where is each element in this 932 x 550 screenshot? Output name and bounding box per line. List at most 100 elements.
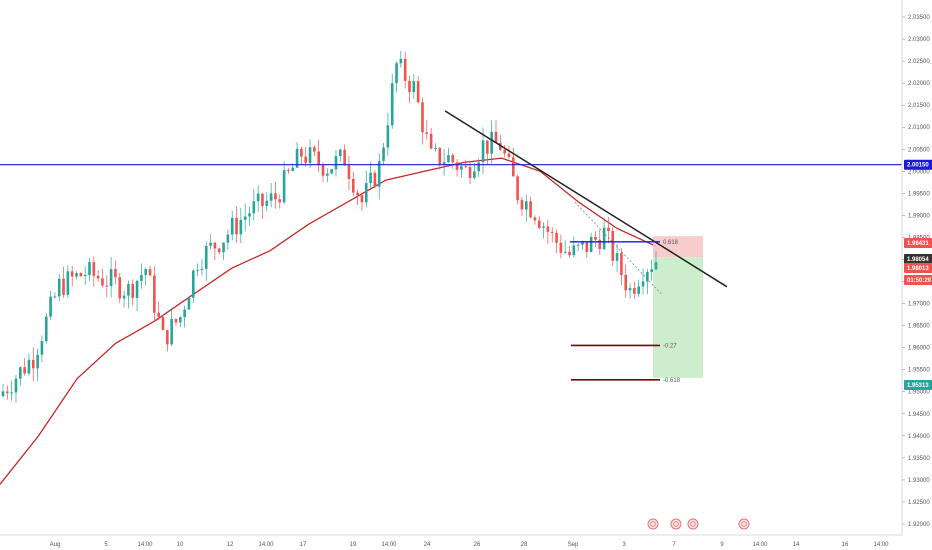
- candle-body: [109, 269, 113, 287]
- event-icons: [647, 518, 750, 530]
- candle-body: [537, 220, 541, 228]
- candle: [144, 267, 148, 286]
- candle-body: [287, 170, 290, 172]
- candle-body: [222, 242, 225, 253]
- candle: [607, 217, 610, 244]
- candle-body: [620, 253, 623, 275]
- candle: [157, 301, 160, 320]
- candle-body: [576, 244, 580, 246]
- candle-body: [209, 242, 212, 246]
- candle-body: [131, 284, 135, 298]
- candle-body: [589, 236, 593, 252]
- candle-body: [256, 193, 260, 202]
- candle-body: [347, 165, 351, 179]
- candle-body: [568, 251, 571, 256]
- candle: [79, 271, 83, 277]
- candle: [196, 263, 199, 277]
- price-tag: 01:50:29: [904, 275, 932, 285]
- candle: [326, 168, 329, 183]
- candle-body: [79, 273, 83, 277]
- candle-body: [330, 169, 333, 174]
- event-icon: [670, 518, 682, 530]
- candle-body: [57, 278, 61, 297]
- candle-body: [235, 217, 238, 235]
- candle: [278, 194, 282, 209]
- candle: [36, 348, 39, 382]
- candle: [477, 158, 480, 177]
- candle-body: [477, 162, 480, 172]
- candle: [213, 241, 217, 261]
- y-tick-label: 2.03500: [908, 15, 930, 21]
- candle-body: [291, 167, 295, 172]
- candle: [170, 307, 173, 347]
- candle: [200, 258, 204, 276]
- candle-body: [101, 278, 104, 286]
- candle-body: [438, 147, 442, 165]
- candle: [568, 246, 571, 259]
- candles: [1, 50, 658, 403]
- candle-body: [230, 217, 234, 235]
- candle-body: [542, 226, 545, 228]
- candle: [364, 170, 368, 208]
- candle-body: [434, 147, 437, 149]
- candle-body: [360, 195, 364, 203]
- x-tick-label: 5: [104, 542, 108, 548]
- candle: [442, 149, 446, 176]
- candle: [334, 150, 338, 177]
- candle: [395, 61, 398, 93]
- candle-body: [53, 296, 57, 298]
- event-icon-inner: [690, 521, 696, 527]
- candle: [451, 152, 455, 169]
- candle: [412, 74, 416, 99]
- candle: [537, 216, 541, 230]
- candle: [222, 242, 225, 261]
- candle-body: [252, 201, 256, 214]
- candle: [88, 257, 91, 281]
- candle-body: [243, 216, 247, 220]
- candle-body: [429, 133, 433, 149]
- y-tick-label: 1.99500: [908, 191, 930, 197]
- candle: [641, 268, 645, 295]
- y-tick-label: 1.96000: [908, 346, 930, 352]
- candle-body: [486, 140, 489, 154]
- candle-body: [18, 367, 22, 379]
- price-tag-label: 1.95313: [907, 383, 929, 389]
- candle: [304, 146, 308, 167]
- candle: [416, 76, 420, 104]
- candle: [239, 207, 243, 244]
- candle-body: [92, 262, 96, 276]
- price-tag-bg: [904, 254, 932, 264]
- candle: [166, 329, 169, 352]
- candle-body: [308, 147, 312, 163]
- candle-body: [83, 275, 87, 277]
- y-tick-label: 1.92000: [908, 522, 930, 528]
- candle-body: [300, 148, 303, 157]
- trendline: [444, 110, 728, 288]
- candle: [490, 120, 493, 164]
- candle: [261, 192, 264, 219]
- candle: [347, 155, 351, 191]
- candle-body: [14, 378, 18, 393]
- candle: [524, 194, 528, 222]
- candle: [252, 189, 256, 221]
- candle-body: [559, 242, 563, 253]
- candle: [265, 192, 269, 212]
- candle: [425, 120, 429, 140]
- candle: [75, 271, 78, 280]
- candle-body: [550, 231, 554, 233]
- candle: [282, 161, 286, 205]
- y-tick-label: 1.95500: [908, 368, 930, 374]
- candle: [546, 219, 550, 244]
- candle: [633, 282, 636, 299]
- candle: [650, 259, 653, 281]
- candle-body: [1, 391, 5, 397]
- candle-body: [179, 317, 182, 323]
- candle-body: [6, 391, 9, 393]
- price-tag-bg: [904, 159, 932, 170]
- candle-body: [36, 354, 39, 369]
- candle: [6, 385, 9, 400]
- price-tag-label: 01:50:29: [907, 278, 932, 284]
- candle-body: [265, 200, 269, 206]
- candle-body: [490, 131, 493, 154]
